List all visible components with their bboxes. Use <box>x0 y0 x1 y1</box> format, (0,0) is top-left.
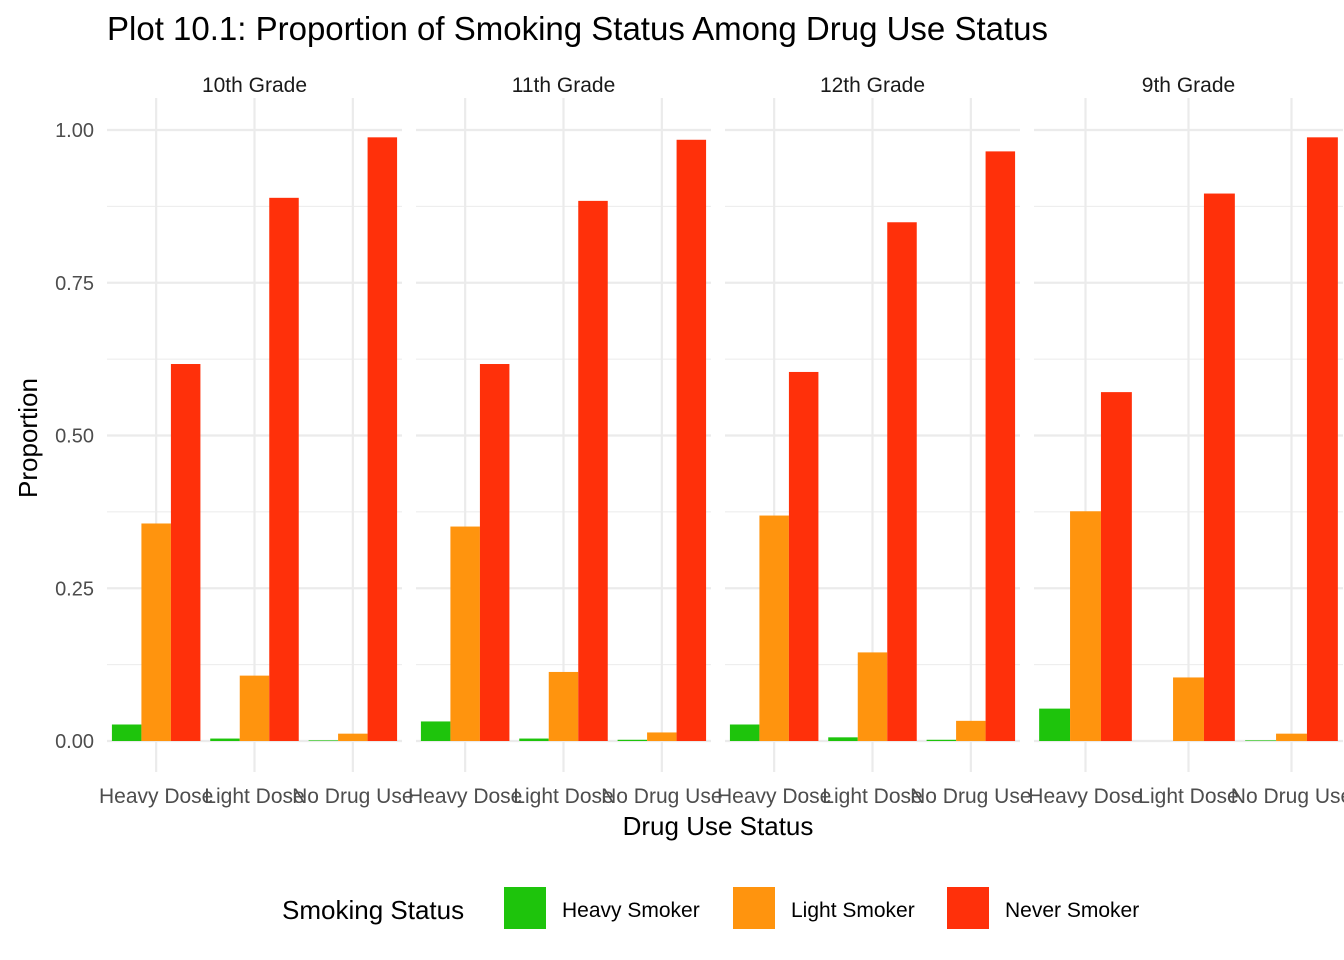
x-tick-label-12th-grade-light-dose: Light Dose <box>822 785 922 808</box>
bar-10th-grade-heavy-dose-never-smoker <box>170 364 201 741</box>
facet-label-9th-grade: 9th Grade <box>1142 74 1235 97</box>
bar-10th-grade-no-drug-use-heavy-smoker <box>308 740 339 741</box>
y-tick-label: 0.00 <box>55 731 94 753</box>
bar-10th-grade-light-dose-light-smoker <box>239 675 270 741</box>
bar-10th-grade-light-dose-heavy-smoker <box>210 738 240 741</box>
y-tick-label: 0.50 <box>55 426 94 448</box>
x-tick-label-10th-grade-no-drug-use: No Drug Use <box>292 785 413 808</box>
bar-12th-grade-light-dose-light-smoker <box>857 652 888 741</box>
legend-label-heavy-smoker: Heavy Smoker <box>562 899 700 922</box>
bar-9th-grade-light-dose-light-smoker <box>1173 677 1204 741</box>
x-tick-label-12th-grade-heavy-dose: Heavy Dose <box>717 785 831 808</box>
facet-label-10th-grade: 10th Grade <box>202 74 307 97</box>
y-axis: 0.00 0.25 0.50 0.75 1.00 <box>55 120 94 753</box>
bar-9th-grade-light-dose-never-smoker <box>1203 193 1235 741</box>
bar-11th-grade-no-drug-use-light-smoker <box>647 732 677 741</box>
legend-swatch-heavy-smoker <box>504 887 546 929</box>
x-tick-label-10th-grade-light-dose: Light Dose <box>204 785 304 808</box>
x-tick-label-12th-grade-no-drug-use: No Drug Use <box>910 785 1031 808</box>
facet-label-12th-grade: 12th Grade <box>820 74 925 97</box>
bar-9th-grade-no-drug-use-light-smoker <box>1276 733 1307 741</box>
bar-9th-grade-heavy-dose-heavy-smoker <box>1039 708 1071 741</box>
facet-label-11th-grade: 11th Grade <box>512 74 616 97</box>
legend-label-never-smoker: Never Smoker <box>1005 899 1139 922</box>
bar-12th-grade-no-drug-use-light-smoker <box>956 720 986 741</box>
bar-9th-grade-no-drug-use-heavy-smoker <box>1245 740 1277 741</box>
x-tick-label-9th-grade-light-dose: Light Dose <box>1138 785 1238 808</box>
legend-swatch-never-smoker <box>947 887 989 929</box>
bar-12th-grade-heavy-dose-light-smoker <box>759 515 789 741</box>
legend-swatch-light-smoker <box>733 887 775 929</box>
bar-10th-grade-no-drug-use-light-smoker <box>338 733 368 741</box>
x-tick-label-10th-grade-heavy-dose: Heavy Dose <box>99 785 213 808</box>
bar-11th-grade-heavy-dose-light-smoker <box>450 526 480 741</box>
bar-12th-grade-light-dose-never-smoker <box>887 222 917 742</box>
bar-11th-grade-heavy-dose-heavy-smoker <box>420 721 451 741</box>
bar-11th-grade-heavy-dose-never-smoker <box>479 364 510 741</box>
bar-11th-grade-light-dose-never-smoker <box>578 200 608 742</box>
bar-12th-grade-no-drug-use-heavy-smoker <box>926 739 957 741</box>
bar-10th-grade-no-drug-use-never-smoker <box>367 137 398 741</box>
bar-9th-grade-heavy-dose-never-smoker <box>1100 392 1132 741</box>
bar-9th-grade-heavy-dose-light-smoker <box>1070 511 1101 741</box>
bar-10th-grade-heavy-dose-heavy-smoker <box>111 724 142 741</box>
bar-11th-grade-light-dose-heavy-smoker <box>519 738 549 741</box>
bar-12th-grade-heavy-dose-never-smoker <box>788 371 819 741</box>
legend-title: Smoking Status <box>282 895 464 925</box>
bar-12th-grade-no-drug-use-never-smoker <box>985 151 1016 741</box>
x-tick-label-9th-grade-heavy-dose: Heavy Dose <box>1028 785 1142 808</box>
bar-12th-grade-heavy-dose-heavy-smoker <box>729 724 760 741</box>
legend-label-light-smoker: Light Smoker <box>791 899 915 922</box>
x-tick-label-11th-grade-heavy-dose: Heavy Dose <box>408 785 522 808</box>
legend: Smoking Status Heavy Smoker Light Smoker N… <box>282 887 1139 929</box>
bar-10th-grade-heavy-dose-light-smoker <box>141 523 171 741</box>
bar-11th-grade-light-dose-light-smoker <box>548 671 579 741</box>
chart-title: Plot 10.1: Proportion of Smoking Status … <box>107 10 1048 47</box>
bar-12th-grade-light-dose-heavy-smoker <box>828 737 858 741</box>
x-tick-label-11th-grade-no-drug-use: No Drug Use <box>601 785 722 808</box>
y-tick-label: 0.25 <box>55 578 94 600</box>
bar-10th-grade-light-dose-never-smoker <box>269 197 299 742</box>
bar-11th-grade-no-drug-use-never-smoker <box>676 139 707 741</box>
y-axis-title: Proportion <box>13 378 43 498</box>
y-tick-label: 0.75 <box>55 273 94 295</box>
bar-9th-grade-no-drug-use-never-smoker <box>1306 137 1338 741</box>
x-axis-title: Drug Use Status <box>623 811 814 841</box>
x-tick-label-11th-grade-light-dose: Light Dose <box>513 785 613 808</box>
y-tick-label: 1.00 <box>55 120 94 142</box>
x-tick-label-9th-grade-no-drug-use: No Drug Use <box>1231 785 1344 808</box>
bar-11th-grade-no-drug-use-heavy-smoker <box>617 739 648 741</box>
